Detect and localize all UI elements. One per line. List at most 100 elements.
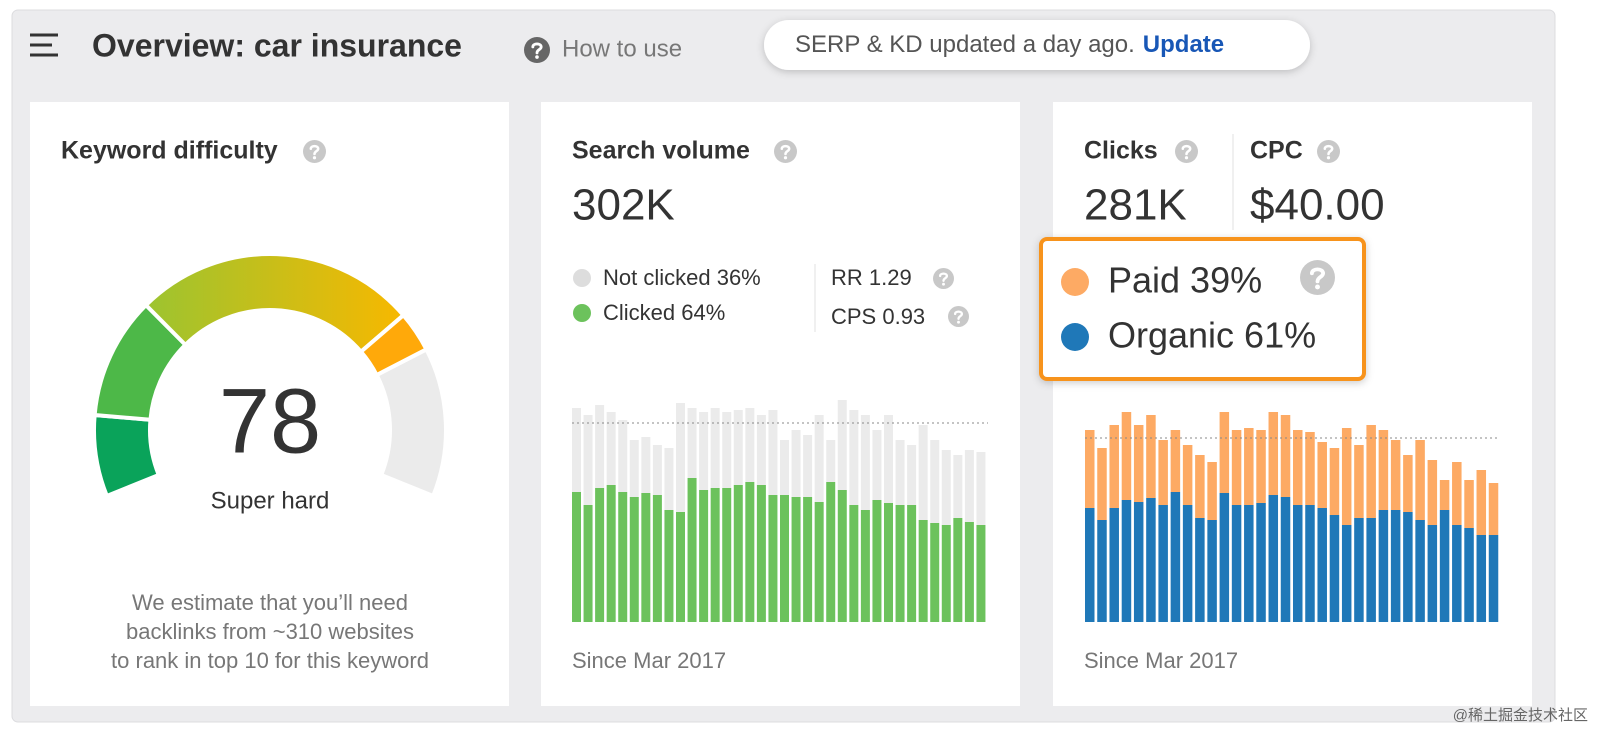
menu-icon[interactable] [30,33,58,57]
bar [1403,455,1413,512]
bar [699,412,709,490]
bar [780,440,789,495]
bar [884,415,893,503]
gauge-arc [143,252,407,355]
bar [629,497,639,622]
help-link[interactable]: How to use [562,35,682,62]
bar [1133,502,1144,622]
card-footer: Since Mar 2017 [1084,648,1238,673]
bar [872,430,882,500]
bar [1390,440,1401,510]
bar [953,455,963,518]
card-title: CPC [1250,137,1303,165]
gauge-arc [358,312,430,378]
legend-dot [1061,323,1089,351]
help-icon[interactable] [1317,140,1340,163]
gauge-track [373,346,448,499]
legend-label: Not clicked 36% [603,265,761,290]
bar [1097,448,1107,520]
kd-description: to rank in top 10 for this keyword [111,648,429,673]
bar [907,505,917,622]
help-icon[interactable] [933,268,954,289]
bar [722,412,732,488]
bar [583,415,593,505]
bar [1366,518,1376,622]
bar [1158,440,1168,505]
kd-description: We estimate that you’ll need [132,590,408,615]
bar [826,440,836,482]
bar [895,440,905,505]
tooltip [1039,237,1366,381]
bar [1390,510,1401,622]
legend-dot [573,304,591,322]
gauge [92,252,448,499]
bar [1293,430,1303,505]
bar [918,425,928,520]
watermark: @稀土掘金技术社区 [1453,707,1588,724]
status: SERP & KD updated a day ago. [795,31,1135,58]
update-link[interactable]: Update [1143,31,1224,58]
bar [1280,497,1291,622]
card-title: Clicks [1084,137,1158,165]
legend-label: Clicked 64% [603,300,725,325]
bar [1305,432,1315,505]
bar [941,450,951,525]
help-icon[interactable] [303,140,326,163]
bar [733,410,743,485]
bar [1182,445,1193,505]
bar [837,400,847,490]
bar [814,502,824,622]
bar [1195,455,1205,518]
bar [1354,518,1364,622]
bar [733,485,743,622]
bar [930,440,940,523]
help-icon[interactable] [524,37,550,63]
help-icon[interactable] [1300,260,1335,295]
cpc-value: $40.00 [1250,181,1385,230]
bar [664,510,674,622]
bar [860,415,870,510]
bar [884,503,893,622]
bar [1452,525,1462,622]
kd-rating: Super hard [211,487,330,514]
bar [745,482,755,622]
bar [1268,412,1279,495]
bar [953,518,963,622]
bar [1195,518,1205,622]
bar [652,495,662,622]
page-title: Overview: car insurance [92,27,462,63]
bar [595,405,605,488]
status-text: SERP & KD updated a day ago. Update [795,31,1224,58]
bar [1109,508,1119,622]
bar [595,488,605,622]
bar [1280,415,1291,497]
bar [860,510,870,622]
bar [1207,520,1217,622]
legend-label: Organic 61% [1108,315,1316,356]
help-icon[interactable] [774,140,797,163]
bar [1427,525,1438,622]
bar [1341,428,1352,525]
bar [918,520,928,622]
bar [652,445,662,495]
clicks-chart [1085,412,1499,622]
help-icon[interactable] [948,306,969,327]
volume-chart [572,400,986,622]
bar [1452,462,1462,525]
bar [1476,535,1487,622]
bar [1488,483,1499,535]
bar [1317,508,1327,622]
bar [699,490,709,622]
help-icon[interactable] [1175,140,1198,163]
card-title: Keyword difficulty [61,137,278,165]
bar [1146,415,1156,498]
bar [1244,505,1254,622]
bar [780,495,789,622]
bar [756,485,766,622]
bar [676,403,685,512]
bar [687,408,697,478]
bar [803,497,813,622]
bar [1170,430,1181,492]
bar [803,435,813,497]
